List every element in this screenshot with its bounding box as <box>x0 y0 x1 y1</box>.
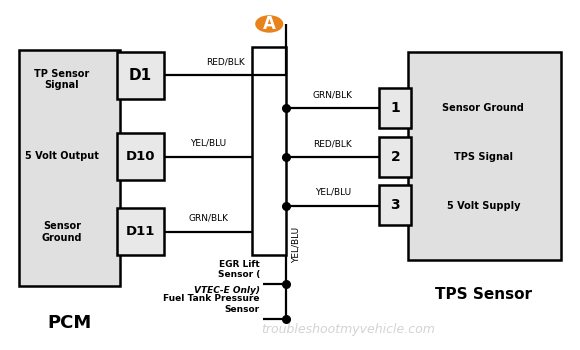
Text: Sensor
Ground: Sensor Ground <box>42 222 82 243</box>
Text: Sensor Ground: Sensor Ground <box>443 103 524 113</box>
Text: 1: 1 <box>390 101 400 115</box>
FancyBboxPatch shape <box>379 186 411 225</box>
Text: TP Sensor
Signal: TP Sensor Signal <box>34 69 90 90</box>
Text: GRN/BLK: GRN/BLK <box>313 91 353 100</box>
Text: A: A <box>263 15 276 33</box>
Text: 5 Volt Supply: 5 Volt Supply <box>447 201 520 211</box>
Text: 2: 2 <box>390 150 400 164</box>
FancyBboxPatch shape <box>117 52 164 99</box>
Text: D11: D11 <box>126 225 155 238</box>
Text: D10: D10 <box>126 150 155 163</box>
Text: 3: 3 <box>390 198 400 212</box>
Text: PCM: PCM <box>48 314 92 331</box>
Text: 5 Volt Output: 5 Volt Output <box>25 151 99 161</box>
FancyBboxPatch shape <box>117 133 164 180</box>
FancyBboxPatch shape <box>408 52 561 260</box>
Text: VTEC-E Only): VTEC-E Only) <box>194 286 260 295</box>
Text: EGR Lift
Sensor (: EGR Lift Sensor ( <box>218 260 260 279</box>
FancyBboxPatch shape <box>19 50 119 286</box>
FancyBboxPatch shape <box>252 47 286 255</box>
Text: YEL/BLU: YEL/BLU <box>190 139 226 148</box>
Text: GRN/BLK: GRN/BLK <box>188 214 229 223</box>
FancyBboxPatch shape <box>117 208 164 255</box>
Text: D1: D1 <box>129 68 152 83</box>
Text: TPS Signal: TPS Signal <box>454 152 513 162</box>
Text: TPS Sensor: TPS Sensor <box>435 287 532 302</box>
Text: YEL/BLU: YEL/BLU <box>315 188 351 197</box>
FancyBboxPatch shape <box>379 88 411 128</box>
Text: RED/BLK: RED/BLK <box>206 58 244 66</box>
FancyBboxPatch shape <box>379 137 411 177</box>
Circle shape <box>256 16 282 32</box>
Text: Fuel Tank Pressure
Sensor: Fuel Tank Pressure Sensor <box>164 294 260 314</box>
Text: YEL/BLU: YEL/BLU <box>292 227 301 263</box>
Text: troubleshootmyvehicle.com: troubleshootmyvehicle.com <box>261 323 434 336</box>
Text: RED/BLK: RED/BLK <box>313 139 352 148</box>
